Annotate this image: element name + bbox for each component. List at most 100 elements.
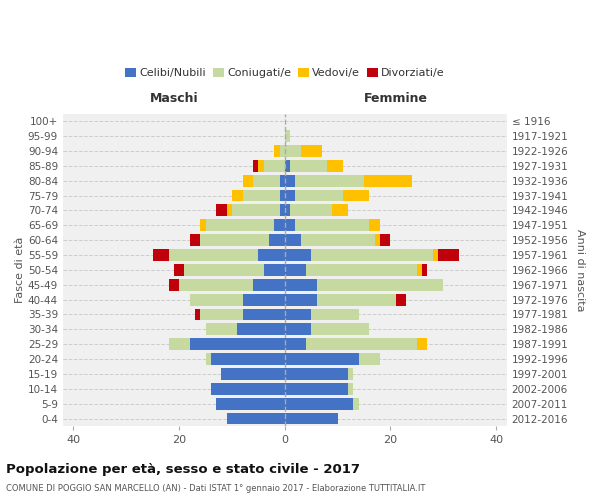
Bar (190, 234, 200, 246)
Bar (290, 160, 327, 172)
Bar (285, 220, 295, 231)
Bar (242, 190, 280, 202)
Bar (295, 174, 364, 186)
Bar (242, 294, 285, 306)
Bar (190, 338, 285, 350)
Bar (422, 264, 427, 276)
Bar (285, 338, 306, 350)
Bar (317, 294, 396, 306)
Bar (370, 220, 380, 231)
Legend: Celibi/Nubili, Coniugati/e, Vedovi/e, Divorziati/e: Celibi/Nubili, Coniugati/e, Vedovi/e, Di… (121, 63, 449, 82)
Bar (285, 324, 311, 336)
Bar (285, 353, 359, 365)
Bar (285, 145, 301, 157)
Bar (285, 368, 348, 380)
Bar (253, 160, 259, 172)
Bar (290, 204, 332, 216)
Bar (285, 234, 301, 246)
Bar (285, 160, 290, 172)
Text: Femmine: Femmine (364, 92, 428, 105)
Bar (311, 324, 370, 336)
Bar (242, 174, 253, 186)
Text: Maschi: Maschi (149, 92, 198, 105)
Bar (353, 398, 359, 409)
Bar (263, 264, 285, 276)
Bar (301, 234, 374, 246)
Text: Popolazione per età, sesso e stato civile - 2017: Popolazione per età, sesso e stato civil… (6, 462, 360, 475)
Bar (206, 324, 237, 336)
Bar (280, 174, 285, 186)
Y-axis label: Fasce di età: Fasce di età (15, 236, 25, 303)
Bar (253, 174, 280, 186)
Bar (211, 383, 285, 394)
Bar (221, 368, 285, 380)
Bar (232, 190, 242, 202)
Bar (343, 190, 370, 202)
Bar (348, 383, 353, 394)
Bar (280, 204, 285, 216)
Bar (295, 190, 343, 202)
Bar (169, 279, 179, 290)
Bar (184, 264, 263, 276)
Bar (242, 308, 285, 320)
Bar (174, 264, 184, 276)
Bar (285, 204, 290, 216)
Bar (285, 308, 311, 320)
Bar (259, 160, 263, 172)
Bar (285, 264, 306, 276)
Bar (396, 294, 406, 306)
Bar (311, 249, 433, 261)
Bar (332, 204, 348, 216)
Bar (295, 220, 370, 231)
Bar (200, 234, 269, 246)
Bar (269, 234, 285, 246)
Bar (364, 174, 412, 186)
Bar (263, 160, 285, 172)
Bar (216, 204, 227, 216)
Bar (211, 353, 285, 365)
Bar (227, 412, 285, 424)
Bar (285, 174, 295, 186)
Bar (169, 249, 259, 261)
Bar (153, 249, 169, 261)
Bar (253, 279, 285, 290)
Bar (285, 294, 317, 306)
Y-axis label: Anni di nascita: Anni di nascita (575, 228, 585, 311)
Bar (306, 264, 417, 276)
Bar (311, 308, 359, 320)
Bar (237, 324, 285, 336)
Bar (285, 279, 317, 290)
Bar (206, 220, 274, 231)
Bar (374, 234, 380, 246)
Bar (285, 398, 353, 409)
Bar (206, 353, 211, 365)
Bar (301, 145, 322, 157)
Bar (285, 190, 295, 202)
Bar (216, 398, 285, 409)
Bar (280, 190, 285, 202)
Bar (438, 249, 459, 261)
Bar (274, 145, 280, 157)
Bar (317, 279, 443, 290)
Bar (380, 234, 391, 246)
Bar (280, 145, 285, 157)
Bar (417, 264, 422, 276)
Bar (200, 220, 206, 231)
Bar (169, 338, 190, 350)
Bar (285, 249, 311, 261)
Bar (417, 338, 427, 350)
Bar (232, 204, 280, 216)
Bar (433, 249, 438, 261)
Bar (285, 130, 290, 142)
Bar (306, 338, 417, 350)
Bar (285, 412, 338, 424)
Text: COMUNE DI POGGIO SAN MARCELLO (AN) - Dati ISTAT 1° gennaio 2017 - Elaborazione T: COMUNE DI POGGIO SAN MARCELLO (AN) - Dat… (6, 484, 425, 493)
Bar (327, 160, 343, 172)
Bar (195, 308, 200, 320)
Bar (200, 308, 242, 320)
Bar (179, 279, 253, 290)
Bar (190, 294, 242, 306)
Bar (348, 368, 353, 380)
Bar (227, 204, 232, 216)
Bar (274, 220, 285, 231)
